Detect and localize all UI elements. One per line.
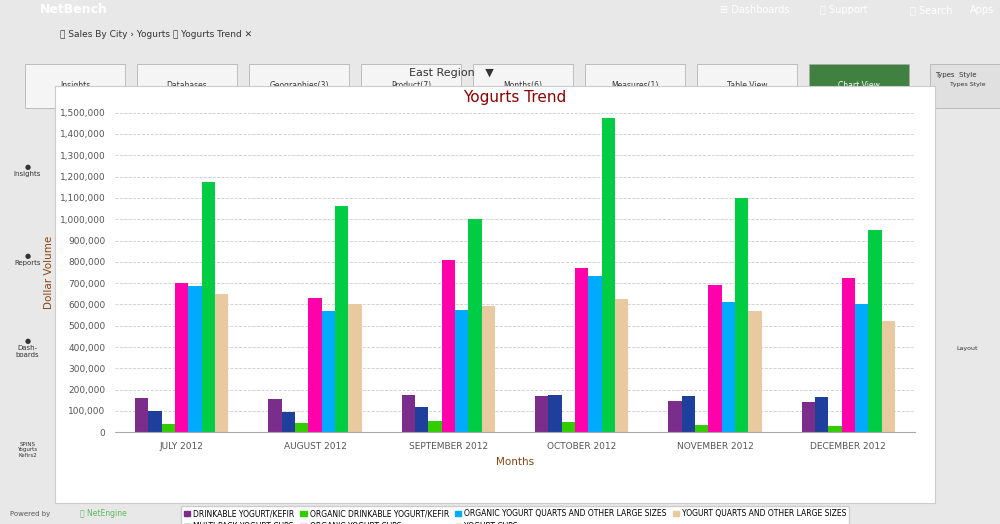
- Text: ⚠ Log Client Error request: received: ⚠ Log Client Error request: received: [220, 510, 346, 517]
- Bar: [748, 311, 762, 432]
- Text: Insights: Insights: [60, 81, 90, 90]
- Bar: [175, 283, 188, 432]
- Text: ⓘ Support: ⓘ Support: [820, 5, 868, 15]
- Bar: [802, 402, 815, 432]
- Bar: [162, 424, 175, 432]
- Text: 🔍 Search: 🔍 Search: [910, 5, 952, 15]
- Bar: [137, 64, 237, 107]
- X-axis label: Months: Months: [496, 456, 534, 466]
- Bar: [930, 64, 1000, 107]
- Bar: [202, 182, 215, 432]
- Bar: [348, 304, 362, 432]
- Bar: [585, 64, 685, 107]
- Bar: [682, 396, 695, 432]
- Text: East Region   ▼: East Region ▼: [409, 68, 493, 79]
- Text: Databases: Databases: [167, 81, 207, 90]
- Bar: [668, 401, 682, 432]
- Bar: [842, 278, 855, 432]
- Bar: [722, 302, 735, 432]
- Bar: [562, 422, 575, 432]
- Text: Measures(1): Measures(1): [611, 81, 659, 90]
- Bar: [735, 198, 748, 432]
- Text: Apps: Apps: [970, 5, 994, 15]
- Text: Months(6): Months(6): [504, 81, 542, 90]
- Title: Yogurts Trend: Yogurts Trend: [463, 90, 567, 105]
- Bar: [335, 206, 348, 432]
- Bar: [882, 322, 895, 432]
- Bar: [615, 299, 628, 432]
- Text: 🌿 NetEngine: 🌿 NetEngine: [80, 509, 127, 518]
- Text: 📊 Sales By City › Yogurts 📊 Yogurts Trend ✕: 📊 Sales By City › Yogurts 📊 Yogurts Tren…: [60, 30, 252, 39]
- Text: Layout: Layout: [957, 345, 978, 351]
- Bar: [828, 426, 842, 432]
- Text: Types  Style: Types Style: [935, 72, 976, 78]
- Text: Product(7): Product(7): [391, 81, 431, 90]
- Bar: [308, 298, 322, 432]
- Bar: [855, 304, 868, 432]
- Bar: [188, 286, 202, 432]
- Bar: [415, 407, 428, 432]
- Bar: [473, 64, 573, 107]
- Bar: [482, 305, 495, 432]
- Bar: [25, 64, 125, 107]
- Bar: [809, 64, 909, 107]
- Text: ⊞ Dashboards: ⊞ Dashboards: [720, 5, 790, 15]
- Bar: [282, 412, 295, 432]
- Bar: [249, 64, 349, 107]
- Text: ●
Dash-
boards: ● Dash- boards: [16, 338, 39, 358]
- Bar: [322, 311, 335, 432]
- Bar: [695, 425, 708, 432]
- Bar: [868, 230, 882, 432]
- Text: Powered by: Powered by: [10, 510, 50, 517]
- Text: SPINS
Yogurts
Kefirs2: SPINS Yogurts Kefirs2: [17, 442, 38, 458]
- Bar: [402, 395, 415, 432]
- Legend: DRINKABLE YOGURT/KEFIR, MULTI-PACK YOGURT CUPS, ORGANIC DRINKABLE YOGURT/KEFIR, : DRINKABLE YOGURT/KEFIR, MULTI-PACK YOGUR…: [181, 506, 849, 524]
- Text: NetBench: NetBench: [40, 4, 108, 16]
- Bar: [708, 285, 722, 432]
- Text: Table View: Table View: [727, 81, 767, 90]
- Bar: [361, 64, 461, 107]
- Bar: [148, 411, 162, 432]
- Bar: [455, 310, 468, 432]
- Bar: [268, 399, 282, 432]
- Bar: [468, 219, 482, 432]
- Bar: [575, 268, 588, 432]
- Y-axis label: Dollar Volume: Dollar Volume: [44, 236, 54, 309]
- Bar: [535, 396, 548, 432]
- Text: ●
Insights: ● Insights: [14, 165, 41, 178]
- Bar: [815, 397, 828, 432]
- Text: Types Style: Types Style: [950, 82, 985, 88]
- Bar: [295, 423, 308, 432]
- Bar: [215, 294, 228, 432]
- Text: ●
Reports: ● Reports: [14, 253, 41, 266]
- Bar: [442, 260, 455, 432]
- Text: Geographies(3): Geographies(3): [269, 81, 329, 90]
- Bar: [548, 395, 562, 432]
- Bar: [588, 276, 602, 432]
- Bar: [697, 64, 797, 107]
- Text: Chart View: Chart View: [838, 81, 880, 90]
- Bar: [135, 398, 148, 432]
- Bar: [602, 118, 615, 432]
- Bar: [428, 421, 442, 432]
